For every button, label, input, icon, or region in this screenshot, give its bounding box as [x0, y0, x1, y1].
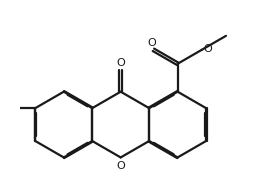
Text: O: O — [204, 44, 213, 54]
Text: O: O — [116, 161, 125, 171]
Text: O: O — [116, 58, 125, 68]
Text: O: O — [148, 38, 156, 48]
